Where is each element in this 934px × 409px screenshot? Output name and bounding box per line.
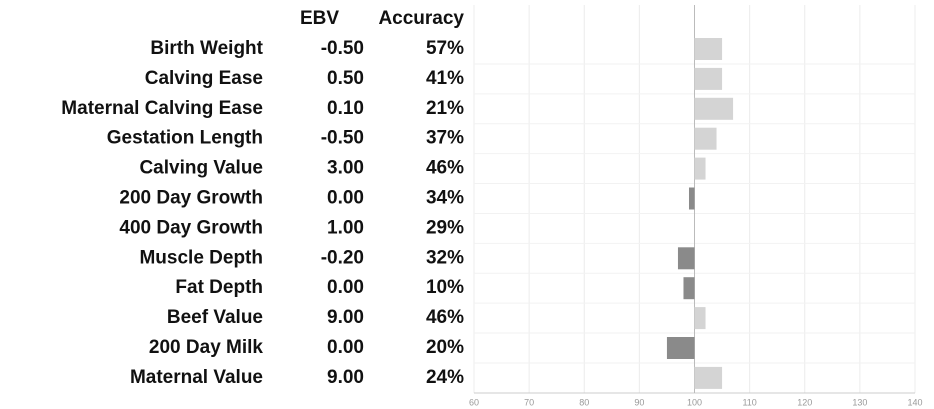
accuracy-value: 24%: [426, 367, 464, 388]
bar: [677, 247, 695, 270]
ebv-value: 9.00: [327, 367, 364, 388]
row-label: Beef Value: [167, 307, 263, 328]
row-label: Calving Ease: [145, 68, 263, 89]
accuracy-value: 32%: [426, 247, 464, 268]
bar: [694, 307, 706, 330]
row-label: Calving Value: [139, 158, 263, 179]
ebv-value: -0.20: [321, 247, 364, 268]
bar: [683, 277, 695, 300]
ebv-value: 0.00: [327, 277, 364, 298]
ebv-value: -0.50: [321, 128, 364, 149]
ebv-value: 0.10: [327, 98, 364, 119]
x-tick-label: 100: [687, 397, 702, 407]
x-tick-label: 140: [907, 397, 922, 407]
x-tick-label: 80: [579, 397, 589, 407]
ebv-value: 9.00: [327, 307, 364, 328]
ebv-value: 0.50: [327, 68, 364, 89]
accuracy-value: 37%: [426, 128, 464, 149]
bar: [666, 337, 695, 359]
ebv-value: -0.50: [321, 38, 364, 59]
accuracy-value: 41%: [426, 68, 464, 89]
bar: [694, 157, 706, 180]
column-header: Accuracy: [378, 8, 464, 29]
row-label: Birth Weight: [150, 38, 263, 59]
column-header: EBV: [300, 8, 339, 29]
bar: [694, 97, 734, 120]
bar: [694, 366, 723, 389]
row-label: 400 Day Growth: [119, 217, 263, 238]
accuracy-value: 46%: [426, 158, 464, 179]
bar: [694, 67, 723, 90]
ebv-value: 0.00: [327, 337, 364, 358]
accuracy-value: 10%: [426, 277, 464, 298]
x-tick-label: 60: [469, 397, 479, 407]
row-label: Maternal Value: [130, 367, 263, 388]
ebv-value: 3.00: [327, 158, 364, 179]
row-label: Gestation Length: [107, 128, 263, 149]
accuracy-value: 34%: [426, 188, 464, 209]
bar: [694, 127, 717, 150]
row-label: Fat Depth: [175, 277, 263, 298]
row-label: Maternal Calving Ease: [61, 98, 263, 119]
ebv-value: 0.00: [327, 188, 364, 209]
accuracy-value: 46%: [426, 307, 464, 328]
x-tick-label: 130: [852, 397, 867, 407]
bar: [694, 38, 723, 60]
row-label: Muscle Depth: [139, 247, 263, 268]
row-label: 200 Day Milk: [149, 337, 263, 358]
accuracy-value: 20%: [426, 337, 464, 358]
bar: [688, 187, 695, 210]
accuracy-value: 21%: [426, 98, 464, 119]
accuracy-value: 29%: [426, 217, 464, 238]
ebv-value: 1.00: [327, 217, 364, 238]
x-tick-label: 120: [797, 397, 812, 407]
x-tick-label: 90: [634, 397, 644, 407]
x-tick-label: 110: [742, 397, 756, 407]
accuracy-value: 57%: [426, 38, 464, 59]
row-label: 200 Day Growth: [119, 188, 263, 209]
x-tick-label: 70: [524, 397, 534, 407]
